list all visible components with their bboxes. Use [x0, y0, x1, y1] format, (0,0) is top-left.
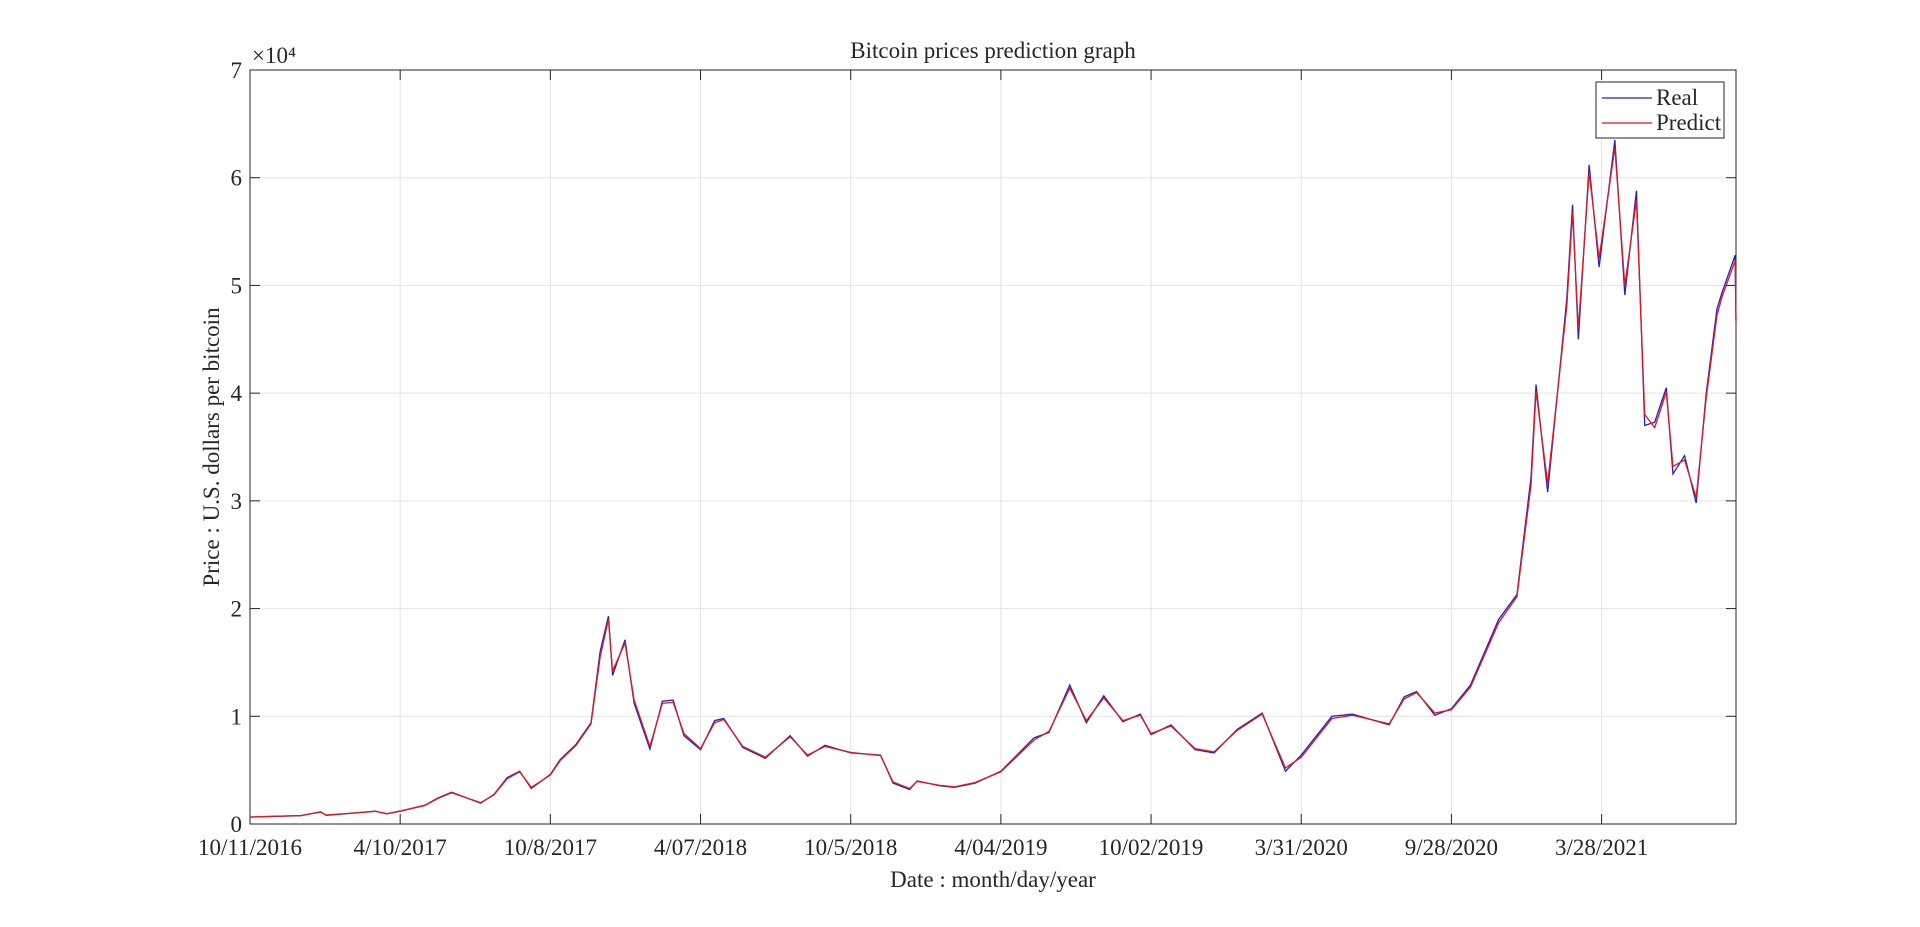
y-tick-label: 3 — [231, 489, 243, 514]
x-tick-label: 10/5/2018 — [804, 835, 897, 860]
legend-label: Predict — [1656, 110, 1722, 135]
y-exponent: ×10⁴ — [252, 43, 296, 68]
x-tick-label: 10/11/2016 — [198, 835, 302, 860]
x-tick-label: 4/04/2019 — [954, 835, 1047, 860]
y-tick-label: 1 — [231, 704, 243, 729]
y-tick-label: 2 — [231, 597, 243, 622]
x-tick-label: 10/02/2019 — [1099, 835, 1204, 860]
legend-label: Real — [1656, 85, 1698, 110]
x-axis-label: Date : month/day/year — [890, 867, 1096, 892]
line-series — [249, 139, 1737, 818]
legend-box — [1595, 81, 1725, 139]
x-tick-label: 4/10/2017 — [354, 835, 447, 860]
chart-title: Bitcoin prices prediction graph — [850, 38, 1136, 63]
plot-frame — [249, 69, 1737, 825]
y-tick-label: 4 — [231, 381, 243, 406]
line-series — [249, 147, 1737, 818]
y-tick-label: 6 — [231, 166, 243, 191]
x-tick-label: 4/07/2018 — [654, 835, 747, 860]
y-tick-label: 7 — [231, 58, 243, 83]
x-tick-label: 3/31/2020 — [1255, 835, 1348, 860]
y-tick-label: 5 — [231, 273, 243, 298]
x-tick-label: 9/28/2020 — [1405, 835, 1498, 860]
y-tick-label: 0 — [231, 812, 243, 837]
y-axis-label: Price : U.S. dollars per bitcoin — [199, 307, 224, 587]
x-tick-label: 3/28/2021 — [1555, 835, 1648, 860]
x-tick-label: 10/8/2017 — [504, 835, 597, 860]
